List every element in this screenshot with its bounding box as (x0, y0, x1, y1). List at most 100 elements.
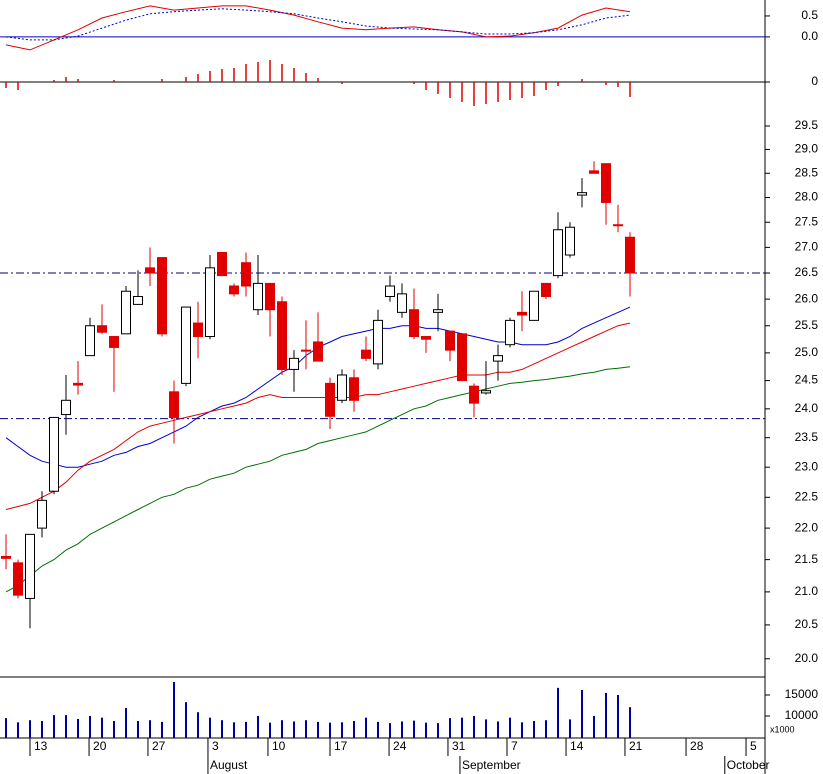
y-tick-label: 21.0 (795, 584, 819, 598)
candle-body (361, 349, 371, 359)
candle-body (589, 170, 599, 174)
candle-body (577, 192, 587, 196)
y-tick-label: 27.5 (795, 214, 819, 228)
candle-body (553, 229, 563, 277)
candle-body (613, 224, 623, 227)
y-tick-label: 26.0 (795, 291, 819, 305)
candle-body (373, 319, 383, 365)
y-tick-label: 21.5 (795, 552, 819, 566)
month-label: September (462, 758, 521, 772)
candle-body (481, 390, 491, 394)
candle-body (37, 499, 47, 529)
x-tick-label: 3 (212, 739, 219, 753)
candle-body (349, 377, 359, 401)
x-tick-label: 21 (629, 739, 643, 753)
y-tick-label: 25.5 (795, 318, 819, 332)
candle-body (541, 282, 551, 297)
y-tick-label: 23.5 (795, 430, 819, 444)
y-tick-label: 0 (811, 74, 818, 88)
x-tick-label: 7 (511, 739, 518, 753)
candle-body (169, 391, 179, 418)
candle-body (517, 311, 527, 316)
candle-body (157, 257, 167, 335)
candle-body (205, 267, 215, 338)
candle-body (241, 262, 251, 287)
candle-body (397, 293, 407, 313)
candle-body (301, 349, 311, 352)
candle-body (445, 330, 455, 351)
y-tick-label: 25.0 (795, 345, 819, 359)
candle-body (133, 295, 143, 305)
candle-body (505, 319, 515, 346)
candle-body (409, 309, 419, 338)
candle-body (289, 357, 299, 370)
moving-average (5, 322, 631, 510)
x-tick-label: 5 (750, 739, 757, 753)
candle-body (325, 382, 335, 417)
x-tick-label: 20 (93, 739, 107, 753)
candle-body (97, 325, 107, 333)
candle-body (469, 385, 479, 404)
candle-body (529, 290, 539, 321)
candle-body (1, 555, 11, 559)
candle-body (25, 533, 35, 599)
candle-body (145, 267, 155, 274)
y-tick-label: 26.5 (795, 265, 819, 279)
x-tick-label: 24 (393, 739, 407, 753)
x-tick-label: 13 (34, 739, 48, 753)
y-tick-label: 28.5 (795, 165, 819, 179)
candle-body (625, 236, 635, 274)
x-tick-label: 17 (334, 739, 348, 753)
candle-body (565, 226, 575, 256)
x-tick-label: 28 (690, 739, 704, 753)
x-tick-label: 31 (452, 739, 466, 753)
y-tick-label: 28.0 (795, 190, 819, 204)
candle-body (457, 333, 467, 382)
month-label: October (727, 758, 770, 772)
candle-body (229, 285, 239, 295)
candle-body (61, 399, 71, 416)
macd-line (5, 5, 631, 51)
y-tick-label: 0.5 (801, 8, 818, 22)
moving-average (5, 366, 631, 593)
candle-body (277, 301, 287, 370)
candle-body (217, 251, 227, 277)
y-tick-label: 22.5 (795, 489, 819, 503)
candle-body (85, 325, 95, 357)
candle-body (49, 416, 59, 492)
x-tick-label: 10 (272, 739, 286, 753)
y-tick-label: 15000 (785, 687, 819, 701)
y-tick-label: 23.0 (795, 459, 819, 473)
candle-body (253, 282, 263, 311)
candle-body (13, 562, 23, 596)
y-tick-label: 10000 (785, 708, 819, 722)
macd-line (5, 8, 631, 41)
candle-body (421, 336, 431, 340)
candle-body (181, 306, 191, 384)
y-tick-label: 0.0 (801, 29, 818, 43)
candle-body (385, 285, 395, 297)
y-tick-label: 22.0 (795, 520, 819, 534)
candle-body (433, 309, 443, 313)
candle-body (109, 336, 119, 348)
x-tick-label: 14 (570, 739, 584, 753)
candle-body (313, 341, 323, 362)
y-tick-label: 29.0 (795, 142, 819, 156)
y-tick-label: 27.0 (795, 240, 819, 254)
candle-body (193, 322, 203, 338)
candle-body (265, 282, 275, 311)
candle-body (493, 355, 503, 362)
y-tick-label: 20.5 (795, 617, 819, 631)
candle-body (337, 374, 347, 401)
x-tick-label: 27 (152, 739, 166, 753)
y-tick-label: 24.0 (795, 401, 819, 415)
y-tick-label: 20.0 (795, 651, 819, 665)
month-label: August (210, 758, 248, 772)
y-tick-label: 24.5 (795, 373, 819, 387)
candle-body (73, 382, 83, 386)
unit-label: x1000 (770, 724, 795, 734)
candle-body (121, 290, 131, 335)
y-tick-label: 29.5 (795, 118, 819, 132)
candle-body (601, 163, 611, 203)
